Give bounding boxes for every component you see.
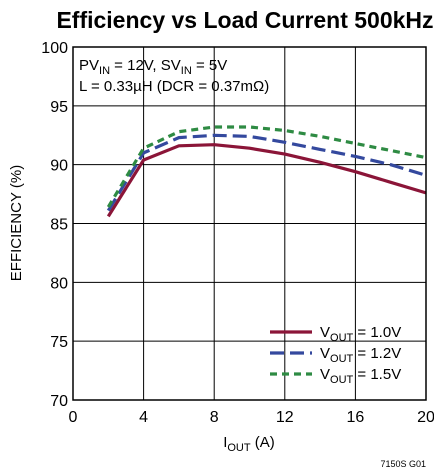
legend-label-sub: OUT [330,353,354,365]
x-tick-label: 16 [347,409,365,426]
annot-pv-sub: IN [99,65,110,77]
series-line-2 [106,133,427,212]
annot-sv-value: = 5V [192,57,227,74]
series-line-3 [106,125,427,208]
legend-label-2: VOUT = 1.2V [320,345,401,365]
conditions-line-1: PVIN = 12V, SVIN = 5V [79,57,227,77]
y-tick-label: 85 [50,217,68,234]
x-tick-label: 20 [417,409,434,426]
legend-label-value: = 1.5V [353,366,401,383]
legend-label-3: VOUT = 1.5V [320,366,401,386]
y-tick-label: 80 [50,275,68,292]
y-tick-label: 95 [50,99,68,116]
x-tick-label: 0 [69,409,78,426]
legend-label-value: = 1.2V [353,345,401,362]
legend-label-main: V [320,324,330,341]
y-tick-label: 90 [50,158,68,175]
x-axis-label-main: I [223,434,227,451]
x-tick-label: 8 [210,409,219,426]
x-tick-label: 12 [276,409,294,426]
x-axis-label-unit: (A) [251,434,275,451]
annot-sv: = 12V, SV [110,57,181,74]
legend-label-value: = 1.0V [353,324,401,341]
y-tick-label: 70 [50,393,68,410]
x-axis-label: IOUT (A) [223,434,275,454]
y-tick-label: 75 [50,334,68,351]
x-tick-label: 4 [139,409,148,426]
legend-label-sub: OUT [330,332,354,344]
x-axis-label-sub: OUT [227,442,251,454]
series-line-1 [106,143,427,218]
legend-label-main: V [320,366,330,383]
y-axis-label: EFFICIENCY (%) [8,165,25,281]
annot-sv-sub: IN [181,65,192,77]
legend-label-sub: OUT [330,374,354,386]
legend-label-main: V [320,345,330,362]
plot-frame [72,46,427,401]
chart-title: Efficiency vs Load Current 500kHz [56,7,433,33]
figure-id: 7150S G01 [380,459,426,469]
y-tick-label: 100 [41,40,68,57]
tick-labels: 0 4 8 12 16 20 70 75 80 85 90 95 100 [41,40,434,426]
data-series [106,125,427,218]
legend-label-1: VOUT = 1.0V [320,324,401,344]
conditions-line-2: L = 0.33µH (DCR = 0.37mΩ) [79,78,269,95]
annot-pv: PV [79,57,99,74]
